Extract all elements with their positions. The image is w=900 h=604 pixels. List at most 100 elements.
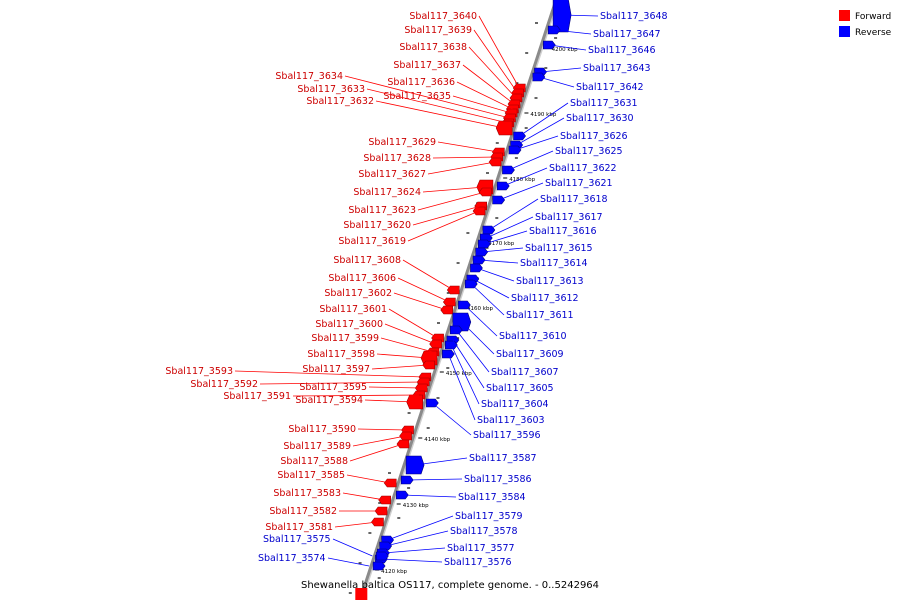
forward-gene-leader bbox=[473, 29, 518, 94]
reverse-gene-label: Sbal117_3577 bbox=[447, 543, 515, 554]
reverse-gene-leader bbox=[432, 402, 472, 436]
reverse-gene-label: Sbal117_3648 bbox=[600, 11, 668, 22]
reverse-gene-label: Sbal117_3642 bbox=[576, 82, 644, 93]
reverse-gene-label: Sbal117_3574 bbox=[258, 553, 326, 564]
forward-gene-label: Sbal117_3623 bbox=[348, 205, 416, 216]
forward-gene-label: Sbal117_3597 bbox=[302, 364, 370, 375]
reverse-gene-label: Sbal117_3584 bbox=[458, 492, 526, 503]
forward-gene-label: Sbal117_3585 bbox=[277, 470, 345, 481]
axis-line bbox=[358, 0, 558, 601]
reverse-gene-label: Sbal117_3625 bbox=[555, 146, 623, 157]
reverse-gene-label: Sbal117_3575 bbox=[263, 534, 331, 545]
forward-gene-label: Sbal117_3608 bbox=[333, 255, 401, 266]
reverse-gene-label: Sbal117_3630 bbox=[566, 113, 634, 124]
forward-gene-label: Sbal117_3629 bbox=[368, 137, 436, 148]
forward-gene-leader bbox=[397, 277, 450, 303]
reverse-gene-label: Sbal117_3647 bbox=[593, 29, 661, 40]
forward-gene-label: Sbal117_3637 bbox=[393, 60, 461, 71]
forward-gene-label: Sbal117_3598 bbox=[307, 349, 375, 360]
forward-gene-leader bbox=[437, 141, 499, 153]
reverse-gene-label: Sbal117_3576 bbox=[444, 557, 512, 568]
forward-gene-leader bbox=[364, 399, 415, 403]
reverse-gene-leader bbox=[472, 278, 510, 299]
forward-gene-leader bbox=[352, 435, 406, 447]
forward-gene-leader bbox=[376, 353, 430, 359]
forward-gene-label: Sbal117_3627 bbox=[358, 169, 426, 180]
forward-gene-leader bbox=[393, 292, 447, 311]
reverse-gene-label: Sbal117_3596 bbox=[473, 430, 541, 441]
reverse-gene-label: Sbal117_3621 bbox=[545, 178, 613, 189]
forward-gene-leader bbox=[412, 205, 481, 226]
reverse-gene-label: Sbal117_3646 bbox=[588, 45, 656, 56]
reverse-gene-leader bbox=[387, 515, 454, 541]
forward-gene-leader bbox=[422, 186, 485, 193]
tick-label: 4190 kbp bbox=[530, 112, 556, 118]
forward-gene-label: Sbal117_3606 bbox=[328, 273, 396, 284]
forward-gene-label: Sbal117_3602 bbox=[324, 288, 392, 299]
reverse-gene-label: Sbal117_3618 bbox=[540, 194, 608, 205]
forward-gene-leader bbox=[371, 364, 429, 370]
reverse-gene-leader bbox=[488, 198, 539, 231]
tick-label: 4120 kbp bbox=[381, 569, 407, 575]
forward-gene-label: Sbal117_3620 bbox=[343, 220, 411, 231]
reverse-gene-label: Sbal117_3579 bbox=[455, 511, 523, 522]
tick-label: 4150 kbp bbox=[446, 371, 472, 377]
forward-gene-leader bbox=[292, 394, 419, 397]
reverse-gene-leader bbox=[516, 117, 565, 146]
forward-gene-label: Sbal117_3639 bbox=[404, 25, 472, 36]
legend-reverse-swatch bbox=[839, 26, 850, 37]
forward-gene-leader bbox=[462, 64, 515, 105]
forward-gene-block bbox=[355, 588, 368, 600]
forward-gene-label: Sbal117_3582 bbox=[269, 506, 337, 517]
forward-gene-leader bbox=[456, 81, 513, 110]
forward-gene-leader bbox=[368, 386, 422, 389]
tick-label: 4180 kbp bbox=[509, 177, 535, 183]
reverse-gene-leader bbox=[484, 230, 528, 245]
reverse-gene-label: Sbal117_3587 bbox=[469, 453, 537, 464]
tick-label: 4130 kbp bbox=[403, 503, 429, 509]
label-layer: Sbal117_3640 Sbal117_3639 Sbal117_3638 Sbal… bbox=[165, 11, 667, 568]
reverse-gene-leader bbox=[479, 259, 519, 264]
forward-gene-leader bbox=[478, 15, 520, 89]
legend: Forward Reverse bbox=[839, 10, 892, 38]
reverse-gene-label: Sbal117_3614 bbox=[520, 258, 588, 269]
legend-forward-label: Forward bbox=[855, 12, 891, 22]
genome-axis bbox=[358, 0, 559, 601]
forward-gene-leader bbox=[402, 259, 454, 291]
forward-gene-label: Sbal117_3636 bbox=[387, 77, 455, 88]
reverse-gene-leader bbox=[415, 457, 468, 466]
reverse-gene-leader bbox=[508, 150, 554, 171]
forward-gene-leader bbox=[380, 337, 434, 353]
reverse-gene-leader bbox=[455, 329, 490, 373]
reverse-gene-label: Sbal117_3612 bbox=[511, 293, 579, 304]
forward-gene-leader bbox=[349, 443, 404, 462]
tick-label: 4170 kbp bbox=[488, 241, 514, 247]
forward-gene-leader bbox=[452, 95, 512, 114]
forward-gene-label: Sbal117_3632 bbox=[306, 96, 374, 107]
forward-gene-label: Sbal117_3619 bbox=[338, 236, 406, 247]
reverse-gene-label: Sbal117_3643 bbox=[583, 63, 651, 74]
reverse-gene-label: Sbal117_3617 bbox=[535, 212, 603, 223]
forward-gene-label: Sbal117_3634 bbox=[275, 71, 343, 82]
reverse-gene-leader bbox=[503, 167, 548, 187]
forward-gene-leader bbox=[427, 161, 496, 175]
reverse-gene-leader bbox=[385, 530, 449, 547]
reverse-gene-label: Sbal117_3607 bbox=[491, 367, 559, 378]
forward-gene-label: Sbal117_3601 bbox=[319, 304, 387, 315]
reverse-gene-leader bbox=[540, 67, 582, 73]
forward-gene-leader bbox=[375, 100, 505, 129]
reverse-gene-leader bbox=[514, 135, 559, 151]
reverse-gene-leader bbox=[554, 29, 592, 35]
reverse-gene-leader bbox=[461, 321, 495, 355]
forward-gene-label: Sbal117_3635 bbox=[383, 91, 451, 102]
reverse-gene-label: Sbal117_3603 bbox=[477, 415, 545, 426]
reverse-gene-label: Sbal117_3604 bbox=[481, 399, 549, 410]
forward-gene-leader bbox=[259, 381, 424, 385]
reverse-gene-label: Sbal117_3611 bbox=[506, 310, 574, 321]
forward-gene-leader bbox=[388, 308, 438, 339]
reverse-gene-leader bbox=[549, 44, 587, 51]
tick-layer: 4120 kbp 4130 kbp 4140 kbp 4150 kbp 4160 kbp… bbox=[348, 7, 578, 594]
reverse-gene-leader bbox=[407, 478, 463, 481]
